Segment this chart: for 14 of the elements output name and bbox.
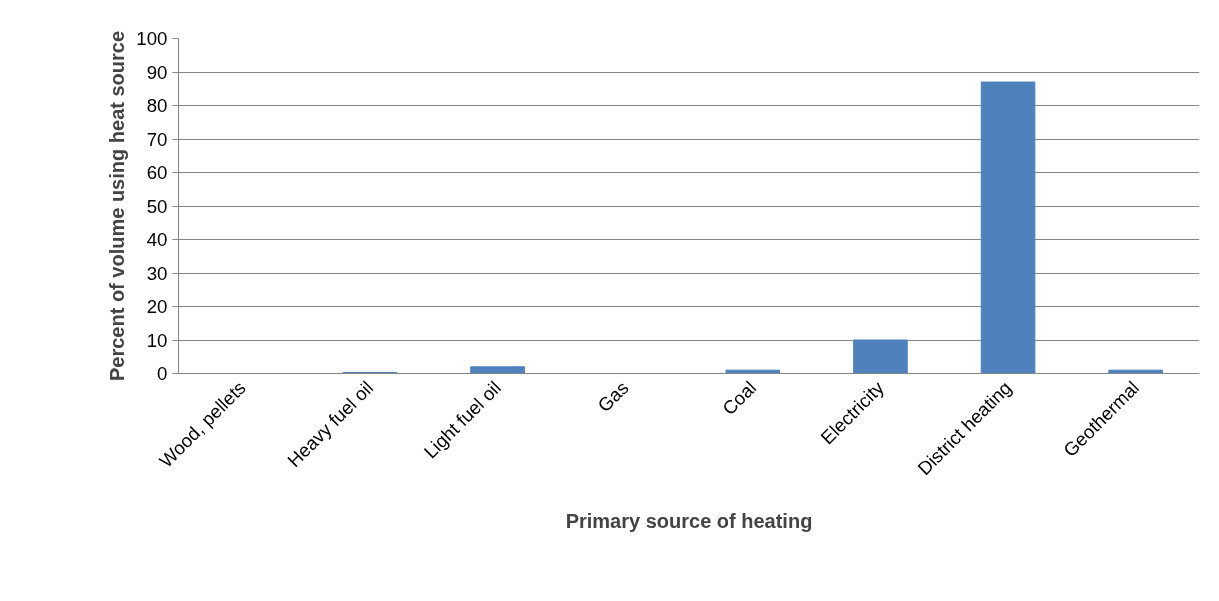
y-tick-label: 10 (146, 329, 168, 351)
y-tick-label: 0 (157, 363, 168, 384)
y-tick-label: 70 (146, 128, 168, 150)
y-tick-label: 80 (146, 95, 168, 116)
y-tick-label: 100 (136, 28, 168, 49)
y-tick-label: 20 (146, 296, 168, 317)
y-tick-label: 50 (146, 195, 168, 217)
y-tick-label: 90 (146, 61, 168, 83)
y-tick-label: 30 (146, 262, 168, 284)
y-axis-title: Percent of volume using heat source (106, 30, 129, 382)
x-axis-title: Primary source of heating (565, 509, 813, 532)
x-tick-label: Gas (593, 377, 633, 417)
y-tick-label: 40 (146, 229, 168, 250)
y-tick-label: 60 (146, 162, 168, 183)
